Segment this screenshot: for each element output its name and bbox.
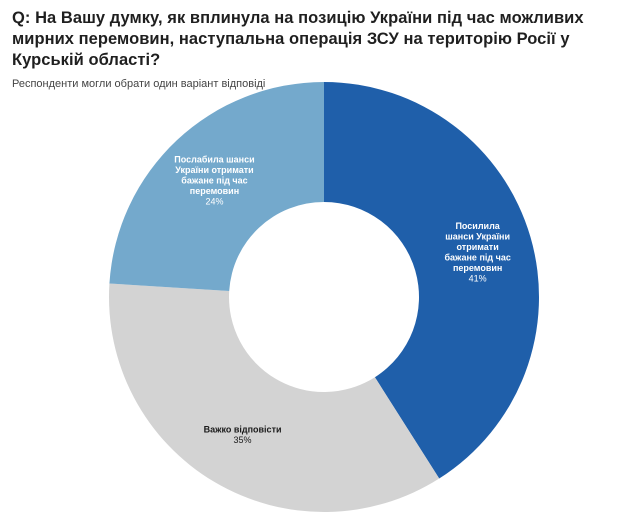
slice-category-label: бажане під час bbox=[444, 253, 510, 263]
slice-category-label: шанси України bbox=[445, 232, 510, 242]
slice-category-label: перемовин bbox=[453, 263, 502, 273]
slice-category-label: перемовин bbox=[190, 186, 239, 196]
chart-title: Q: На Вашу думку, як вплинула на позицію… bbox=[12, 9, 584, 69]
chart-subtitle: Респонденти могли обрати один варіант ві… bbox=[12, 78, 266, 90]
slice-value-label: 35% bbox=[234, 435, 252, 445]
slice-category-label: бажане під час bbox=[181, 175, 247, 185]
slice-category-label: України отримати bbox=[175, 165, 253, 175]
slice-category-label: Посилила bbox=[455, 221, 500, 231]
donut-slice-1[interactable] bbox=[324, 82, 539, 479]
donut-slice-3[interactable] bbox=[109, 82, 324, 292]
slice-category-label: Послабила шанси bbox=[174, 154, 254, 164]
slice-label-2: Важко відповісти 35% bbox=[204, 424, 282, 445]
slice-category-label: отримати bbox=[457, 242, 499, 252]
slice-label-3: Послабила шанси України отримати бажане пі… bbox=[174, 154, 254, 206]
slice-category-label: Важко відповісти bbox=[204, 424, 282, 434]
donut-slice-2[interactable] bbox=[109, 283, 440, 513]
slice-label-1: Посилила шанси України отримати бажане під … bbox=[444, 221, 510, 284]
slice-value-label: 41% bbox=[469, 274, 487, 284]
chart-header: Q: На Вашу думку, як вплинула на позицію… bbox=[12, 8, 632, 91]
slice-labels: Посилила шанси України отримати бажане під … bbox=[174, 154, 511, 445]
donut-slices bbox=[109, 82, 539, 513]
slice-value-label: 24% bbox=[205, 196, 223, 206]
